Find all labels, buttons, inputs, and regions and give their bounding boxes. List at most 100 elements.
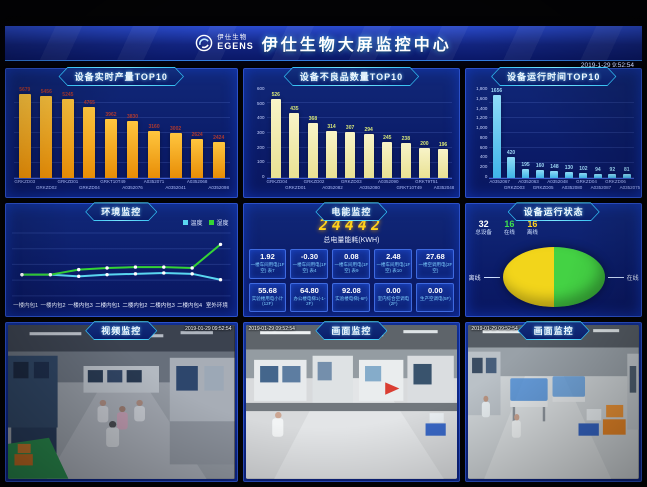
panel-production-top10: 设备实时产量TOP10 5679 5456 5245 4765 3962 3830 3160… (5, 68, 238, 199)
y-tick-label: 1,400 (476, 105, 488, 111)
meter-value: 55.68 (258, 285, 277, 295)
meter-value: 2.48 (386, 251, 401, 261)
bar-value-label: 2424 (213, 134, 225, 141)
bar-value-label: 3002 (170, 126, 182, 133)
bar-column: 5456 (36, 88, 58, 179)
bar-value-label: 148 (550, 163, 559, 170)
bar-value-label: 102 (579, 166, 588, 173)
runtime-bar-chart: 1,800 1,600 1,400 1,200 1,000 800 600 400 200 0 16… (471, 84, 640, 193)
meter-tile: 55.68 实验楼用电小计(12F) (248, 282, 287, 313)
legend-label: 湿度 (216, 221, 229, 228)
bar (61, 99, 74, 179)
bar-column: 130 (562, 88, 576, 179)
data-point (77, 275, 81, 279)
status-stat-label: 离线 (526, 229, 538, 236)
x-tick-label: A0352068 (186, 179, 208, 185)
panel-title: 电能监控 (316, 203, 386, 220)
data-point (218, 243, 223, 247)
bar (622, 174, 631, 179)
camera-osd-text: 2019-01-29 09:52:54 (185, 326, 232, 333)
legend-item: 湿度 (209, 218, 229, 228)
bar-plot: 5679 5456 5245 4765 3962 3830 3160 3002 2624 2424 (14, 88, 230, 180)
panel-environment: 环境监控 温度 湿度 一楼内包1 一楼内包2 一楼内包3 二楼内包1 二楼内包2 二楼内包3… (5, 203, 238, 318)
bar (270, 99, 281, 179)
legend-label: 温度 (190, 221, 203, 228)
y-tick-label: 300 (256, 129, 265, 135)
panel-defects-top10: 设备不良品数量TOP10 600 500 400 300 200 100 0 526 435 36… (242, 67, 461, 199)
meter-tile: 27.68 一楼空调用电(2F空) (416, 248, 455, 279)
bar (40, 96, 53, 179)
bar (289, 112, 300, 179)
bar-value-label: 307 (345, 125, 355, 132)
meter-label: 一楼空调用电(2F空) (418, 261, 453, 273)
bar-value-label: 5456 (40, 89, 52, 96)
panel-title-badge: 设备不良品数量TOP10 (284, 67, 419, 86)
x-tick-label: A0352080 (561, 185, 583, 191)
meter-value: 0.00 (386, 285, 401, 295)
bar-value-label: 200 (420, 141, 429, 148)
bar-value-label: 1656 (491, 88, 503, 95)
bar (579, 173, 588, 179)
x-tick-label: A0352048 (547, 179, 568, 185)
x-tick-label: GRKZD04 (79, 185, 100, 191)
bar (105, 118, 117, 179)
status-stat-value: 16 (504, 219, 515, 230)
data-point (105, 273, 109, 277)
x-tick-label: A0352098 (208, 185, 229, 191)
camera-feed-3 (468, 325, 639, 479)
panel-title: 环境监控 (86, 203, 156, 220)
bar-value-label: 3830 (126, 113, 139, 120)
bar-value-label: 92 (609, 166, 616, 173)
meter-label: 一楼车间用电(1F空) 表7 (250, 261, 285, 273)
status-stat: 32 总设备 (475, 219, 492, 236)
x-tick-label: GRKZD03 (340, 179, 362, 185)
y-tick-label: 1,600 (476, 95, 488, 101)
bar-column: 3962 (100, 88, 122, 179)
data-point (162, 265, 166, 270)
clock-timestamp: 2019-1-29 9:52:54 (580, 62, 634, 69)
bar-column: 420 (504, 88, 518, 179)
bar-column: 5245 (57, 88, 79, 179)
logo-text-en: EGENS (217, 40, 254, 51)
bar-column: 307 (341, 88, 360, 179)
panel-title: 画面监控 (316, 322, 386, 339)
bar-value-label: 160 (535, 163, 545, 170)
line-plot (12, 232, 231, 297)
bar-column: 1656 (489, 88, 503, 179)
panel-energy: 电能监控 24442 总电量能耗(KWH) 1.92 一楼车间用电(1F空) 表7… (242, 203, 461, 318)
pie-shape (502, 247, 605, 308)
x-tick-label: A0352071 (143, 179, 165, 185)
bar-column: 3830 (122, 88, 144, 179)
y-tick-label: 400 (479, 154, 488, 160)
x-tick-label: GRKZD02 (35, 185, 57, 191)
meter-tile: 92.08 实验楼电梯(-6F) (332, 282, 371, 313)
panel-title-badge: 画面监控 (518, 321, 590, 340)
logo-text-cn: 伊仕生物 (217, 34, 248, 42)
meter-tile: 2.48 一楼车间用电(1F空) 表10 (374, 248, 413, 279)
x-tick-label: A0352075 (619, 185, 641, 191)
pie-label-offline: 离线 (468, 275, 481, 282)
bar-column: 2624 (186, 88, 208, 179)
status-stat-label: 总设备 (475, 229, 492, 236)
x-tick-label: GRKZD04 (576, 179, 597, 185)
x-tick-label: 二楼内包3 (149, 303, 175, 310)
video-wall: 伊仕生物 EGENS 伊仕生物大屏监控中心 2019-1-29 9:52:54 … (5, 26, 642, 482)
panel-title: 设备实时产量TOP10 (60, 68, 183, 85)
line-series-湿度 (21, 244, 222, 277)
meter-label: 室内综合空调电(2F) (377, 295, 410, 307)
bar-column: 148 (547, 88, 561, 179)
bar-value-label: 196 (438, 141, 448, 148)
bar-value-label: 3160 (148, 123, 160, 130)
panel-title-badge: 设备运行状态 (508, 202, 600, 221)
bar-column: 368 (304, 88, 323, 179)
x-tick-label: GRKZD05 (532, 185, 554, 191)
device-status-stats: 32 总设备 16 在线 16 离线 (475, 219, 538, 236)
x-tick-label: 二楼内包2 (122, 303, 148, 310)
data-point (218, 278, 223, 282)
camera-scene-2 (245, 325, 458, 479)
bar-value-label: 238 (401, 135, 410, 142)
x-axis-labels: GRKZD04 GRKZD01 GRKZD02 A0352082 GRKZD03 A035… (267, 179, 455, 193)
egens-logo-icon (195, 34, 213, 52)
data-point (133, 272, 138, 276)
y-tick-label: 0 (261, 173, 265, 179)
